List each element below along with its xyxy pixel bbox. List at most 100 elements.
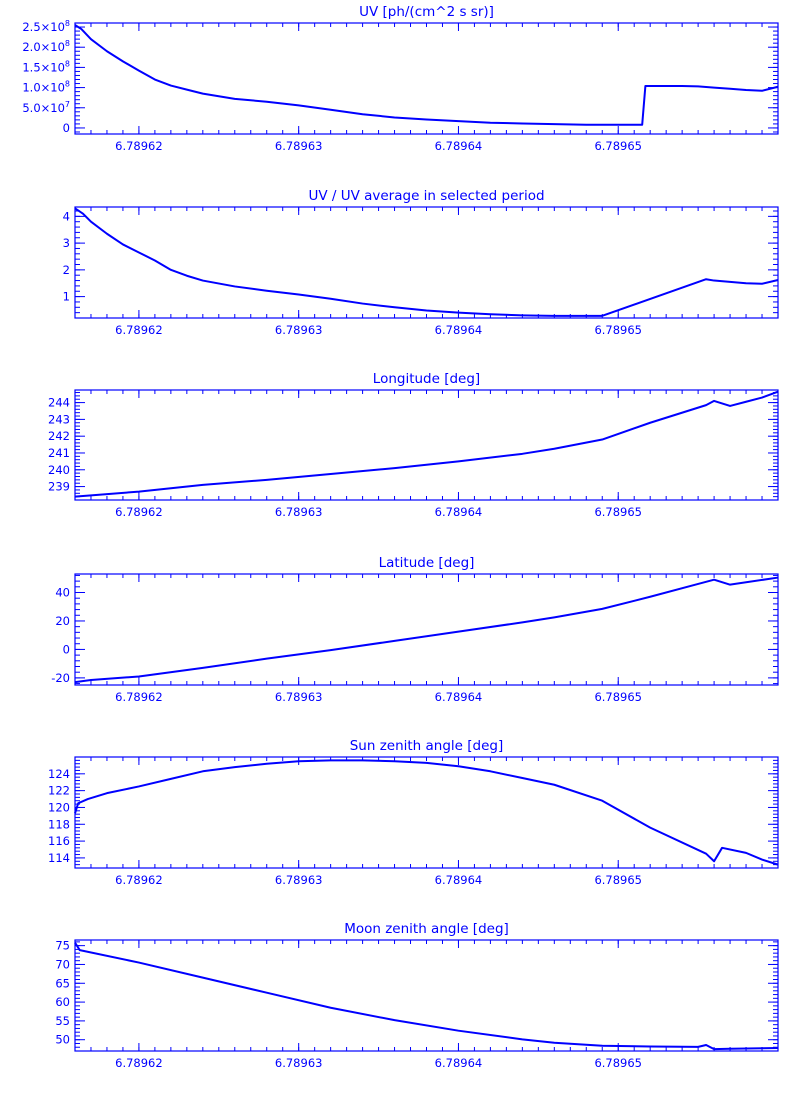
y-tick-label-base: 114 bbox=[48, 851, 70, 865]
y-tick-label-exponent: 8 bbox=[65, 59, 70, 68]
y-tick-label: 1.5×108 bbox=[22, 59, 70, 74]
y-tick-label: 241 bbox=[48, 446, 70, 460]
chart-title: UV / UV average in selected period bbox=[308, 188, 544, 204]
y-tick-label: 20 bbox=[55, 614, 70, 628]
y-tick-label-base: -20 bbox=[51, 671, 70, 685]
y-tick-label-base: 2.0×10 bbox=[22, 40, 65, 54]
x-tick-label: 6.78963 bbox=[275, 139, 323, 153]
x-tick-label: 6.78963 bbox=[275, 505, 323, 519]
y-tick-label: 1.0×108 bbox=[22, 80, 70, 95]
series-line-sun-zenith bbox=[74, 759, 779, 866]
chart-title: Longitude [deg] bbox=[373, 371, 480, 387]
y-tick-label-exponent: 8 bbox=[65, 39, 70, 48]
plot-frame bbox=[74, 389, 779, 501]
y-tick-label: 55 bbox=[55, 1014, 70, 1028]
y-tick-label: 118 bbox=[48, 817, 70, 831]
x-tick-label: 6.78965 bbox=[594, 1056, 642, 1070]
x-tick-label: 6.78965 bbox=[594, 873, 642, 887]
series-line-moon-zenith bbox=[74, 942, 779, 1051]
y-tick-label: 65 bbox=[55, 976, 70, 990]
y-tick-label: 2 bbox=[63, 263, 70, 277]
x-tick-label: 6.78962 bbox=[115, 873, 163, 887]
y-tick-label-base: 116 bbox=[48, 834, 70, 848]
y-tick-label-base: 2.5×10 bbox=[22, 20, 65, 34]
plot-frame bbox=[74, 206, 779, 319]
chart-title: Sun zenith angle [deg] bbox=[350, 738, 504, 754]
y-tick-label: 124 bbox=[48, 767, 70, 781]
y-tick-label-base: 70 bbox=[55, 957, 70, 971]
y-tick-label-base: 239 bbox=[48, 480, 70, 494]
chart-title: Latitude [deg] bbox=[379, 555, 475, 571]
y-tick-label-base: 242 bbox=[48, 429, 70, 443]
y-tick-label: 0 bbox=[63, 642, 70, 656]
chart-panel-uv-ratio: UV / UV average in selected period 6.7896… bbox=[63, 188, 779, 337]
y-tick-label: 122 bbox=[48, 784, 70, 798]
y-tick-label: 240 bbox=[48, 463, 70, 477]
y-tick-label-base: 1 bbox=[63, 290, 70, 304]
y-tick-label: 70 bbox=[55, 957, 70, 971]
y-tick-label-base: 0 bbox=[63, 642, 70, 656]
x-tick-label: 6.78963 bbox=[275, 873, 323, 887]
y-tick-label: 4 bbox=[63, 209, 70, 223]
y-tick-label-base: 20 bbox=[55, 614, 70, 628]
plot-frame bbox=[74, 22, 779, 135]
y-tick-label: 2.0×108 bbox=[22, 39, 70, 54]
y-tick-label-base: 2 bbox=[63, 263, 70, 277]
x-tick-label: 6.78964 bbox=[435, 505, 483, 519]
y-tick-label: 116 bbox=[48, 834, 70, 848]
y-tick-label-exponent: 8 bbox=[65, 80, 70, 89]
y-tick-label-base: 3 bbox=[63, 236, 70, 250]
y-tick-label-base: 5.0×10 bbox=[22, 101, 65, 115]
plot-frame bbox=[74, 756, 779, 869]
plot-frame bbox=[74, 939, 779, 1052]
y-tick-label-base: 122 bbox=[48, 784, 70, 798]
y-tick-label: 5.0×107 bbox=[22, 100, 70, 115]
x-tick-label: 6.78964 bbox=[435, 873, 483, 887]
y-tick-label: 120 bbox=[48, 800, 70, 814]
x-tick-label: 6.78964 bbox=[435, 139, 483, 153]
y-tick-label-exponent: 8 bbox=[65, 19, 70, 28]
x-tick-label: 6.78965 bbox=[594, 323, 642, 337]
y-tick-label: 242 bbox=[48, 429, 70, 443]
x-tick-label: 6.78962 bbox=[115, 690, 163, 704]
x-tick-label: 6.78962 bbox=[115, 139, 163, 153]
chart-panel-latitude: Latitude [deg] 6.78962 6.78963 6.78964 6.789… bbox=[51, 555, 779, 704]
y-tick-label: 2.5×108 bbox=[22, 19, 70, 34]
x-tick-label: 6.78962 bbox=[115, 505, 163, 519]
x-tick-label: 6.78964 bbox=[435, 1056, 483, 1070]
x-tick-label: 6.78965 bbox=[594, 139, 642, 153]
y-tick-label-base: 75 bbox=[55, 939, 70, 953]
x-tick-label: 6.78963 bbox=[275, 1056, 323, 1070]
y-tick-label: 40 bbox=[55, 586, 70, 600]
y-tick-label: 75 bbox=[55, 939, 70, 953]
chart-panel-uv: UV [ph/(cm^2 s sr)] 6.78962 6.78963 6.78964… bbox=[22, 4, 779, 153]
y-tick-label-base: 4 bbox=[63, 209, 70, 223]
y-tick-label-base: 243 bbox=[48, 412, 70, 426]
y-tick-label-base: 40 bbox=[55, 586, 70, 600]
series-line-uv bbox=[74, 24, 779, 126]
y-tick-label: -20 bbox=[51, 671, 70, 685]
y-tick-label: 114 bbox=[48, 851, 70, 865]
y-tick-label-base: 55 bbox=[55, 1014, 70, 1028]
y-tick-label: 1 bbox=[63, 290, 70, 304]
chart-panel-moon-zenith: Moon zenith angle [deg] 6.78962 6.78963 6.7… bbox=[55, 921, 779, 1070]
series-line-uv-ratio bbox=[74, 207, 779, 317]
x-tick-label: 6.78962 bbox=[115, 323, 163, 337]
y-tick-label-base: 120 bbox=[48, 800, 70, 814]
chart-title: Moon zenith angle [deg] bbox=[344, 921, 509, 937]
y-tick-label-base: 124 bbox=[48, 767, 70, 781]
series-line-latitude bbox=[74, 576, 779, 684]
y-tick-label-exponent: 7 bbox=[65, 100, 70, 109]
y-tick-label-base: 118 bbox=[48, 817, 70, 831]
x-tick-label: 6.78963 bbox=[275, 323, 323, 337]
y-tick-label-base: 240 bbox=[48, 463, 70, 477]
y-tick-label-base: 244 bbox=[48, 396, 70, 410]
y-tick-label: 244 bbox=[48, 396, 70, 410]
x-tick-label: 6.78965 bbox=[594, 690, 642, 704]
y-tick-label-base: 0 bbox=[63, 121, 70, 135]
chart-title: UV [ph/(cm^2 s sr)] bbox=[359, 4, 494, 20]
chart-panel-sun-zenith: Sun zenith angle [deg] 6.78962 6.78963 6.78… bbox=[48, 738, 779, 887]
x-tick-label: 6.78965 bbox=[594, 505, 642, 519]
y-tick-label: 60 bbox=[55, 995, 70, 1009]
